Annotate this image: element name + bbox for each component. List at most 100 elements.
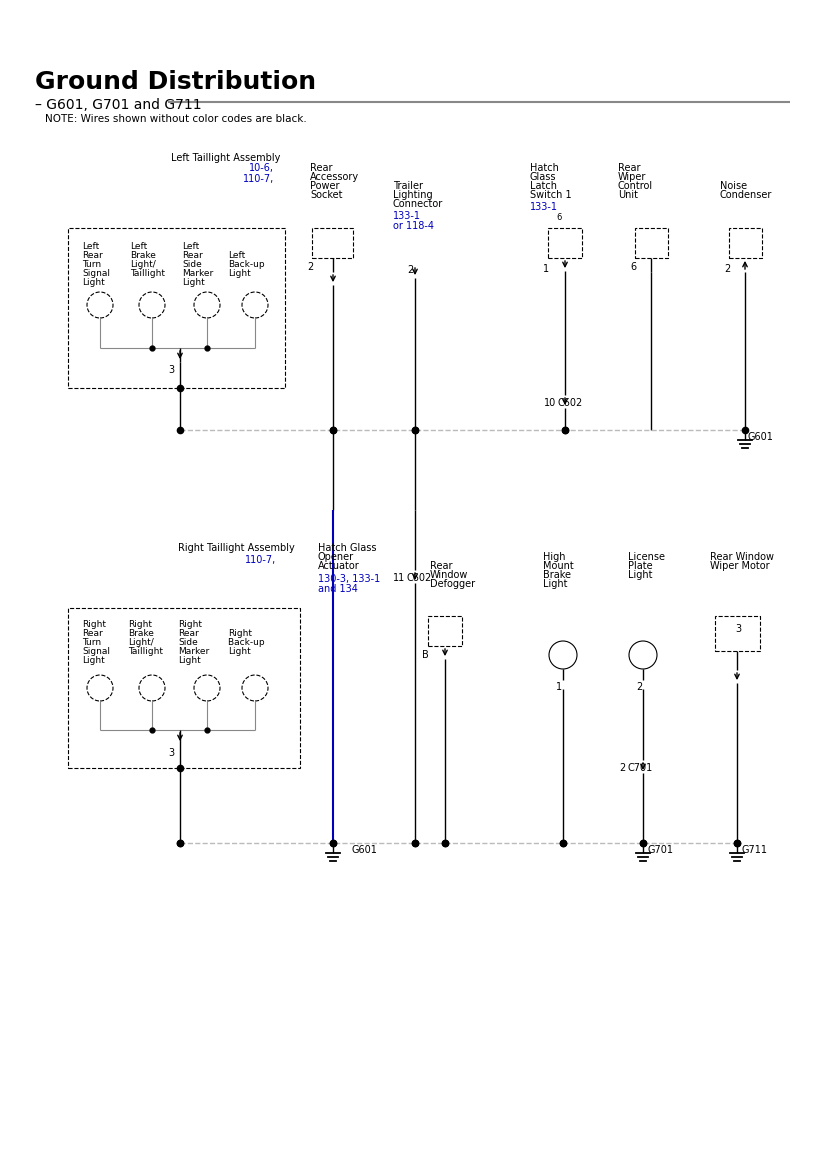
Text: Right Taillight Assembly: Right Taillight Assembly bbox=[178, 544, 295, 553]
Text: Accessory: Accessory bbox=[310, 172, 359, 182]
Text: Trailer: Trailer bbox=[392, 181, 423, 191]
Text: Right: Right bbox=[82, 620, 106, 629]
Text: Left: Left bbox=[228, 252, 245, 260]
Text: Glass: Glass bbox=[529, 172, 556, 182]
Text: Light/: Light/ bbox=[130, 260, 156, 269]
Text: G701: G701 bbox=[647, 845, 673, 855]
Text: Light: Light bbox=[182, 278, 205, 287]
Text: Power: Power bbox=[310, 181, 339, 191]
Bar bbox=[311, 228, 352, 258]
Text: G711: G711 bbox=[741, 845, 767, 855]
Text: Signal: Signal bbox=[82, 269, 110, 278]
Text: Hatch Glass: Hatch Glass bbox=[318, 544, 376, 553]
Bar bbox=[547, 228, 581, 258]
Text: Light: Light bbox=[228, 269, 251, 278]
Text: Brake: Brake bbox=[128, 629, 154, 637]
Text: – G601, G701 and G711: – G601, G701 and G711 bbox=[35, 99, 201, 112]
Text: 3: 3 bbox=[734, 624, 740, 634]
Text: Light: Light bbox=[178, 656, 201, 665]
Text: Rear: Rear bbox=[429, 561, 452, 571]
Text: Back-up: Back-up bbox=[228, 260, 265, 269]
Text: Lighting: Lighting bbox=[392, 190, 432, 201]
Text: Light: Light bbox=[82, 278, 105, 287]
Text: B: B bbox=[422, 650, 428, 659]
Bar bbox=[68, 608, 300, 768]
Text: 2: 2 bbox=[636, 681, 641, 692]
Text: Light: Light bbox=[82, 656, 105, 665]
Text: High: High bbox=[542, 552, 565, 562]
Text: Rear: Rear bbox=[178, 629, 198, 637]
Text: 3: 3 bbox=[168, 748, 174, 758]
Text: Ground Distribution: Ground Distribution bbox=[35, 70, 316, 94]
Text: Left: Left bbox=[182, 242, 199, 252]
Text: 10-6,: 10-6, bbox=[249, 163, 274, 173]
Text: Plate: Plate bbox=[627, 561, 652, 571]
Text: Turn: Turn bbox=[82, 260, 101, 269]
Text: 2: 2 bbox=[723, 264, 730, 274]
Bar bbox=[728, 228, 761, 258]
Text: Taillight: Taillight bbox=[128, 647, 163, 656]
Text: 133-1: 133-1 bbox=[529, 202, 557, 212]
Text: Rear: Rear bbox=[82, 252, 102, 260]
Text: Noise: Noise bbox=[719, 181, 746, 191]
Text: or 118-4: or 118-4 bbox=[392, 221, 433, 231]
Text: C701: C701 bbox=[627, 763, 653, 773]
Text: Opener: Opener bbox=[318, 552, 354, 562]
Text: Left Taillight Assembly: Left Taillight Assembly bbox=[170, 153, 279, 163]
Text: Wiper Motor: Wiper Motor bbox=[709, 561, 769, 571]
Text: Taillight: Taillight bbox=[130, 269, 165, 278]
Text: 2: 2 bbox=[406, 265, 413, 275]
Text: 3: 3 bbox=[168, 365, 174, 376]
Text: Unit: Unit bbox=[618, 190, 637, 201]
Text: Marker: Marker bbox=[178, 647, 209, 656]
Text: and 134: and 134 bbox=[318, 584, 357, 595]
Text: NOTE: Wires shown without color codes are black.: NOTE: Wires shown without color codes ar… bbox=[45, 114, 306, 124]
Text: Light: Light bbox=[228, 647, 251, 656]
Text: 1: 1 bbox=[542, 264, 549, 274]
Text: 11: 11 bbox=[392, 573, 405, 583]
Text: Right: Right bbox=[178, 620, 201, 629]
Text: Actuator: Actuator bbox=[318, 561, 360, 571]
Text: Hatch: Hatch bbox=[529, 163, 559, 173]
Text: C602: C602 bbox=[406, 573, 432, 583]
Text: 6: 6 bbox=[555, 213, 561, 223]
Text: Socket: Socket bbox=[310, 190, 342, 201]
Text: Marker: Marker bbox=[182, 269, 213, 278]
Text: 110-7,: 110-7, bbox=[245, 555, 276, 564]
Bar bbox=[428, 615, 461, 646]
Text: Rear Window: Rear Window bbox=[709, 552, 773, 562]
Text: Mount: Mount bbox=[542, 561, 573, 571]
Text: Side: Side bbox=[182, 260, 201, 269]
Text: 133-1: 133-1 bbox=[392, 211, 420, 221]
Text: Rear: Rear bbox=[182, 252, 202, 260]
Text: G601: G601 bbox=[351, 845, 378, 855]
Text: Light/: Light/ bbox=[128, 637, 154, 647]
Text: Left: Left bbox=[130, 242, 147, 252]
Text: 110-7,: 110-7, bbox=[242, 174, 274, 184]
Text: 10: 10 bbox=[543, 398, 555, 408]
Text: Left: Left bbox=[82, 242, 99, 252]
Text: 1: 1 bbox=[555, 681, 562, 692]
Text: Rear: Rear bbox=[618, 163, 640, 173]
Text: Rear: Rear bbox=[82, 629, 102, 637]
Bar bbox=[68, 228, 285, 388]
Text: Switch 1: Switch 1 bbox=[529, 190, 571, 201]
Text: Brake: Brake bbox=[130, 252, 156, 260]
Text: Control: Control bbox=[618, 181, 652, 191]
Text: G601: G601 bbox=[747, 432, 773, 442]
Text: 6: 6 bbox=[629, 262, 636, 272]
Text: Back-up: Back-up bbox=[228, 637, 267, 647]
Text: 2: 2 bbox=[306, 262, 313, 272]
Text: Defogger: Defogger bbox=[429, 580, 474, 589]
Text: Light: Light bbox=[627, 570, 652, 580]
Text: Signal: Signal bbox=[82, 647, 110, 656]
Text: C602: C602 bbox=[557, 398, 582, 408]
Text: Rear: Rear bbox=[310, 163, 332, 173]
Text: 130-3, 133-1: 130-3, 133-1 bbox=[318, 574, 380, 584]
Text: Turn: Turn bbox=[82, 637, 101, 647]
Text: Right: Right bbox=[128, 620, 152, 629]
Text: Right: Right bbox=[228, 629, 251, 637]
Text: 2: 2 bbox=[619, 763, 625, 773]
Text: Wiper: Wiper bbox=[618, 172, 645, 182]
Text: Brake: Brake bbox=[542, 570, 570, 580]
